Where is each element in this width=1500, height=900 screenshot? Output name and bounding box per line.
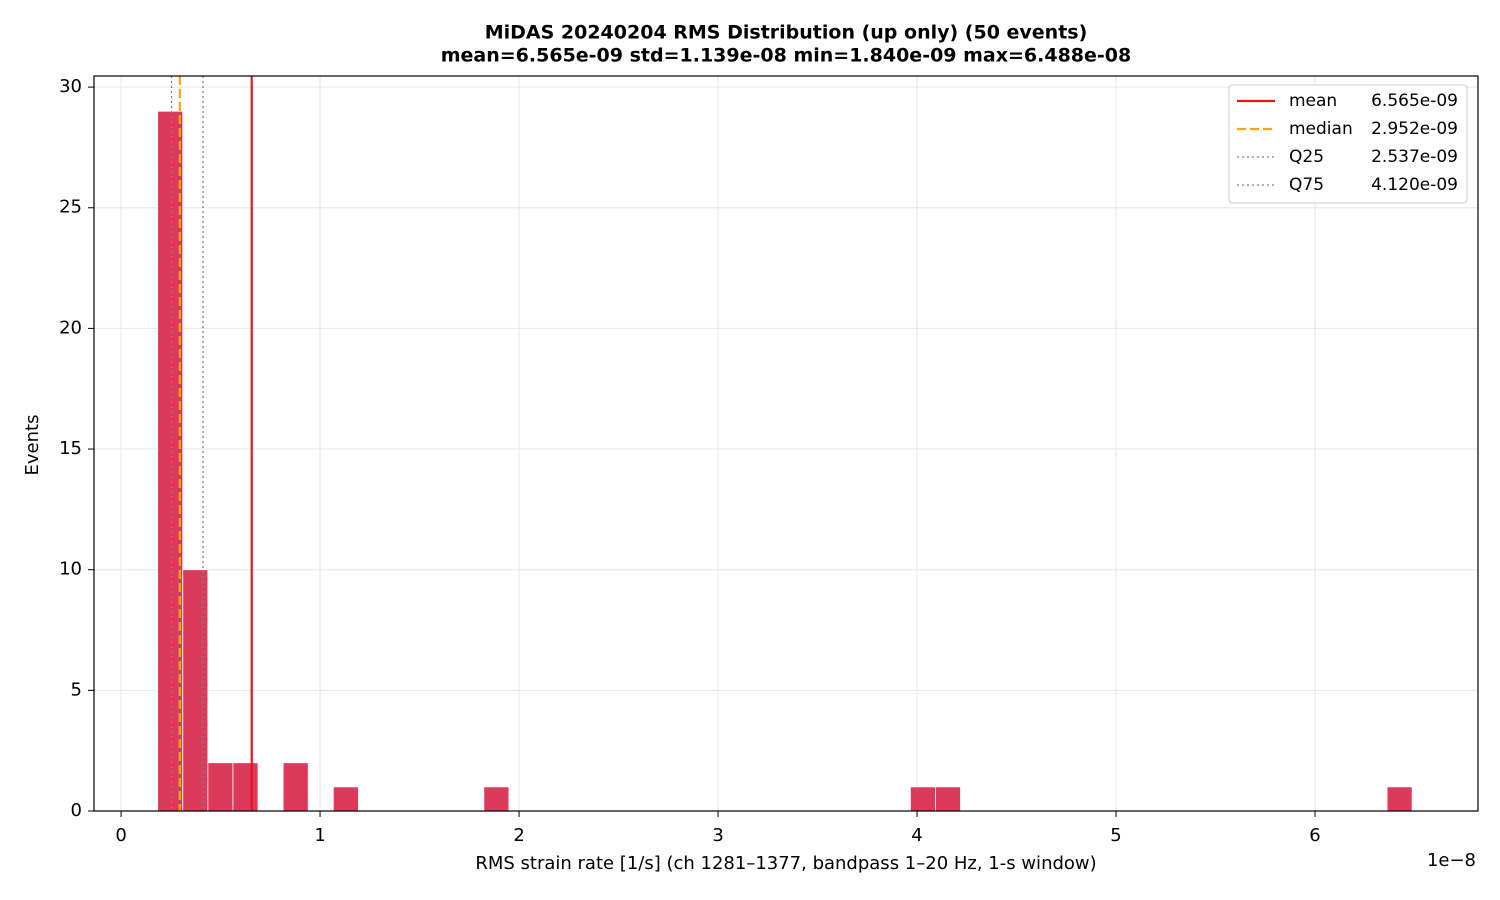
legend-value: 2.952e-09 (1371, 119, 1458, 139)
bar (483, 786, 510, 812)
x-offset-label: 1e−8 (1427, 850, 1476, 871)
chart-title: MiDAS 20240204 RMS Distribution (up only… (485, 22, 1088, 44)
legend-box (1228, 84, 1468, 204)
bar (182, 569, 209, 812)
x-tick-label: 5 (1110, 825, 1121, 846)
x-tick-label: 6 (1309, 825, 1320, 846)
x-tick-label: 2 (513, 825, 524, 846)
legend-label: Q25 (1289, 147, 1324, 167)
bar (332, 786, 359, 812)
x-tick-label: 0 (115, 825, 126, 846)
legend-label: Q75 (1289, 175, 1324, 195)
y-axis-label: Events (22, 415, 43, 476)
plot-frame (93, 75, 1479, 812)
bar (909, 786, 936, 812)
bar (207, 762, 234, 812)
x-tick-label: 3 (712, 825, 723, 846)
y-tick-label: 0 (71, 800, 82, 821)
y-tick-label: 5 (71, 679, 82, 700)
legend-value: 4.120e-09 (1371, 175, 1458, 195)
bar (282, 762, 309, 812)
bar (232, 762, 259, 812)
legend: mean 6.565e-09 median 2.952e-09 Q25 2.537e-09… (1228, 84, 1468, 204)
bar (157, 110, 184, 812)
x-tick-label: 1 (314, 825, 325, 846)
bar (935, 786, 961, 812)
legend-label: mean (1289, 91, 1337, 111)
bar (1386, 786, 1413, 812)
y-tick-label: 25 (59, 197, 82, 218)
legend-value: 2.537e-09 (1371, 147, 1458, 167)
legend-label: median (1289, 119, 1353, 139)
y-tick-label: 10 (59, 559, 82, 580)
x-axis-label: RMS strain rate [1/s] (ch 1281–1377, ban… (475, 853, 1096, 874)
chart-subtitle: mean=6.565e-09 std=1.139e-08 min=1.840e-… (441, 45, 1132, 67)
y-tick-label: 20 (59, 317, 82, 338)
x-tick-label: 4 (911, 825, 922, 846)
y-tick-label: 15 (59, 438, 82, 459)
legend-value: 6.565e-09 (1371, 91, 1458, 111)
y-tick-label: 30 (59, 76, 82, 97)
